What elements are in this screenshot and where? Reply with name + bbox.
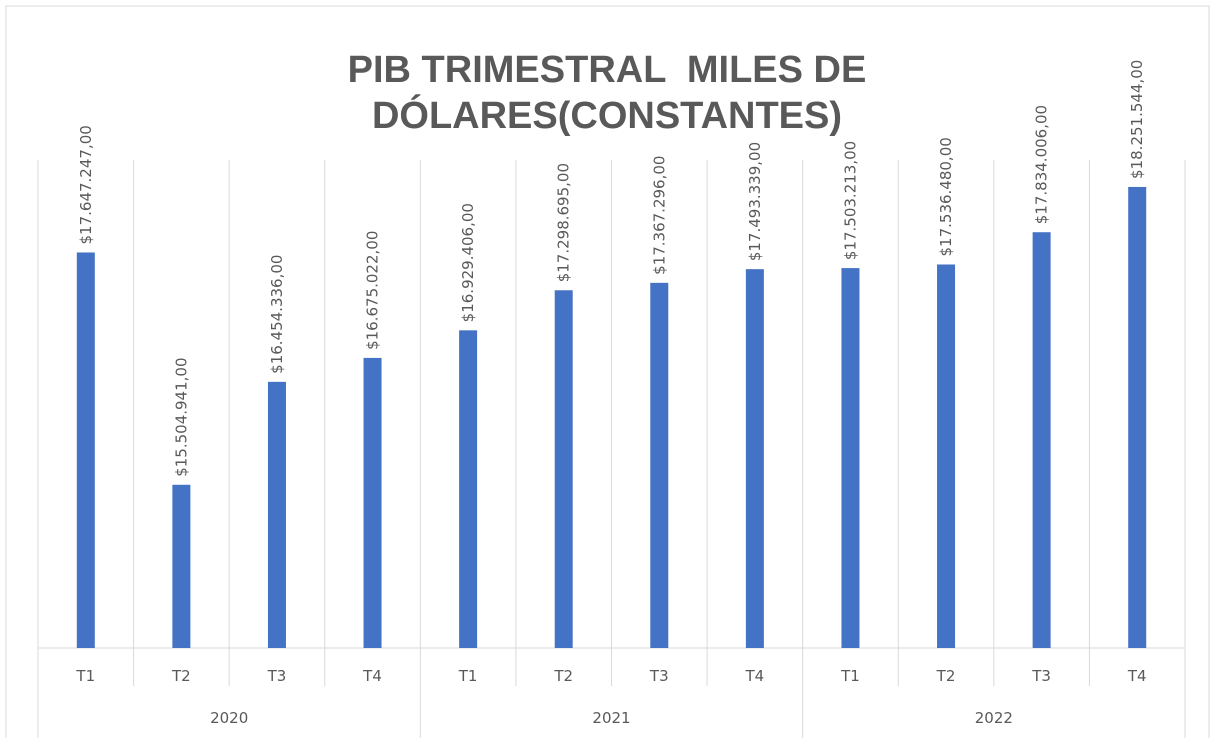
data-label: $16.675.022,00 — [364, 231, 382, 350]
data-label: $17.834.006,00 — [1033, 105, 1051, 224]
bar — [459, 330, 478, 648]
chart-title: DÓLARES(CONSTANTES) — [372, 93, 842, 137]
bar — [937, 264, 956, 648]
group-label: 2020 — [210, 709, 248, 727]
data-label: $17.503.213,00 — [841, 141, 859, 260]
x-tick-label: T2 — [171, 667, 191, 685]
x-tick-label: T1 — [75, 667, 95, 685]
bar — [1032, 232, 1051, 649]
x-tick-label: T4 — [1127, 667, 1147, 685]
x-tick-label: T4 — [745, 667, 765, 685]
bar — [745, 269, 764, 648]
chart-title: PIB TRIMESTRAL MILES DE — [348, 49, 867, 91]
x-tick-label: T2 — [936, 667, 956, 685]
data-label: $17.647.247,00 — [77, 125, 95, 244]
x-tick-label: T1 — [840, 667, 860, 685]
data-label: $16.929.406,00 — [459, 203, 477, 322]
x-tick-label: T1 — [458, 667, 478, 685]
x-tick-label: T3 — [649, 667, 669, 685]
data-label: $17.298.695,00 — [555, 163, 573, 282]
bar — [554, 290, 573, 648]
data-label: $17.367.296,00 — [650, 156, 668, 275]
x-tick-label: T2 — [553, 667, 573, 685]
chart-border — [5, 5, 1210, 738]
data-label: $16.454.336,00 — [268, 255, 286, 374]
bar — [172, 484, 191, 648]
bar — [363, 357, 382, 648]
bar — [841, 268, 860, 648]
x-tick-label: T3 — [1031, 667, 1051, 685]
data-label: $17.536.480,00 — [937, 137, 955, 256]
x-tick-label: T4 — [362, 667, 382, 685]
bar — [1128, 186, 1147, 649]
data-label: $15.504.941,00 — [172, 358, 190, 477]
bar — [650, 282, 669, 648]
group-label: 2021 — [592, 709, 630, 727]
bar — [267, 381, 286, 648]
data-label: $17.493.339,00 — [746, 142, 764, 261]
x-tick-label: T3 — [267, 667, 287, 685]
data-label: $18.251.544,00 — [1128, 60, 1146, 179]
bar — [76, 252, 95, 648]
group-label: 2022 — [975, 709, 1013, 727]
